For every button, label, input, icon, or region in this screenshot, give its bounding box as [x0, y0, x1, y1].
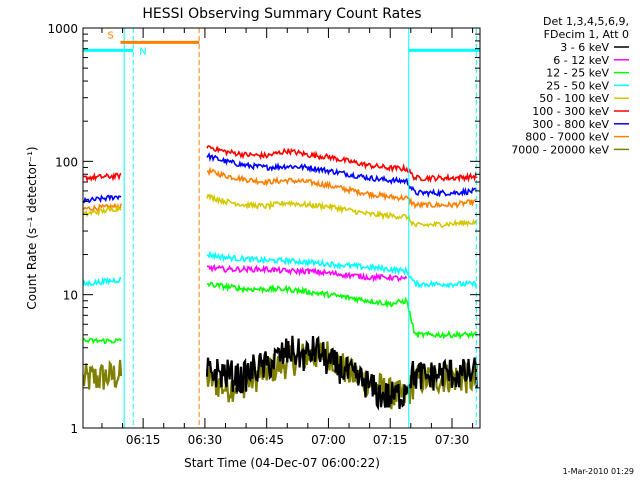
- legend-item-label: 50 - 100 keV: [539, 92, 609, 105]
- x-tick-label: 07:00: [311, 433, 346, 447]
- plot-area: S N 1 10 100 1000 06:15 06:30 06:45 07:00 07:15 07:…: [47, 22, 481, 447]
- legend-header-line-2: FDecim 1, Att 0: [544, 28, 629, 41]
- y-tick-label: 1: [70, 422, 78, 436]
- series-1-line: [205, 335, 478, 411]
- x-axis-label: Start Time (04-Dec-07 06:00:22): [184, 456, 380, 470]
- series-6-line: [83, 145, 478, 184]
- plot-frame: [82, 27, 481, 429]
- x-tick-label: 06:45: [249, 433, 284, 447]
- x-tick-label: 07:30: [435, 433, 470, 447]
- y-axis-label: Count Rate (s⁻¹ detector⁻¹): [25, 146, 39, 309]
- legend-item-label: 3 - 6 keV: [560, 41, 609, 54]
- y-axis: 1 10 100 1000: [47, 22, 480, 436]
- legend-item-label: 300 - 800 keV: [532, 118, 609, 131]
- series-7-line: [83, 151, 478, 204]
- legend: Det 1,3,4,5,6,9, FDecim 1, Att 0 3 - 6 k…: [511, 15, 629, 156]
- x-axis: 06:15 06:30 06:45 07:00 07:15 07:30: [101, 28, 474, 447]
- series-4-line: [83, 250, 477, 290]
- legend-item-label: 100 - 300 keV: [532, 105, 609, 118]
- legend-item-label: 800 - 7000 keV: [525, 131, 609, 144]
- series-group: [83, 145, 478, 411]
- legend-item-label: 12 - 25 keV: [546, 67, 609, 80]
- legend-header-line-1: Det 1,3,4,5,6,9,: [543, 15, 629, 28]
- marker-n: N: [83, 46, 480, 57]
- x-tick-label: 07:15: [373, 433, 408, 447]
- series-8-line: [83, 166, 478, 212]
- y-tick-label: 100: [55, 155, 78, 169]
- chart-title: HESSI Observing Summary Count Rates: [142, 6, 421, 22]
- legend-item-label: 25 - 50 keV: [546, 79, 609, 92]
- svg-text:Count Rate (s⁻¹ detector⁻¹): Count Rate (s⁻¹ detector⁻¹): [25, 146, 39, 309]
- legend-item-label: 6 - 12 keV: [553, 54, 609, 67]
- marker-n-label: N: [139, 46, 146, 57]
- marker-s: S: [107, 30, 200, 44]
- series-5-line: [83, 193, 478, 228]
- x-tick-label: 06:30: [188, 433, 223, 447]
- legend-item-label: 7000 - 20000 keV: [511, 143, 609, 156]
- y-tick-label: 1000: [47, 22, 78, 36]
- x-tick-label: 06:15: [126, 433, 161, 447]
- marker-s-label: S: [107, 30, 113, 41]
- y-tick-label: 10: [63, 289, 78, 303]
- timestamp: 1-Mar-2010 01:29: [563, 467, 634, 476]
- series-3-line: [83, 281, 478, 345]
- series-2-line: [206, 263, 408, 283]
